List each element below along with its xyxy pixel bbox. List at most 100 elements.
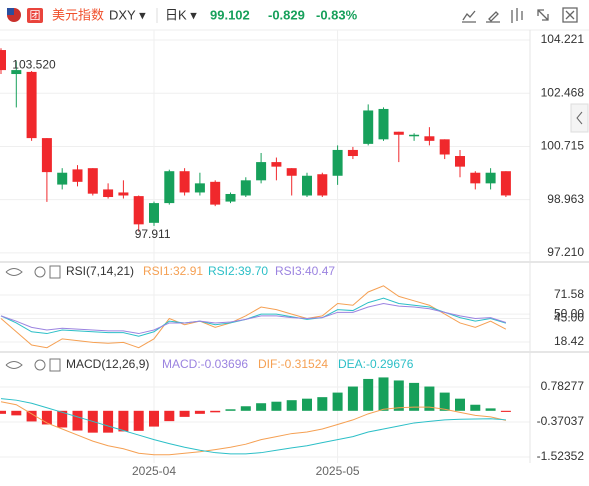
candle-body: [271, 162, 282, 167]
candle-body: [393, 131, 404, 135]
legend-entry: DEA:-0.29676: [338, 357, 414, 371]
candle-body: [347, 149, 358, 157]
macd-bar: [57, 410, 68, 428]
macd-bar: [485, 408, 496, 411]
candle-body: [485, 172, 496, 184]
macd-bar: [347, 386, 358, 411]
candle-body: [210, 181, 221, 205]
rsi-line: [0, 285, 507, 349]
grid: 104.221 102.468 100.715 98.963 97.210 71.58 50…: [0, 30, 584, 478]
rsi-icons: [5, 265, 61, 279]
candle-body: [118, 192, 129, 196]
candle-body: [439, 139, 450, 155]
candle-body: [500, 171, 511, 196]
candle-body: [57, 172, 68, 185]
macd-bar: [240, 406, 251, 411]
macd-bar: [72, 410, 83, 431]
macd-bar: [393, 380, 404, 411]
macd-bar: [424, 386, 435, 411]
macd-bar: [11, 410, 22, 416]
macd-bar: [363, 378, 374, 411]
macd-bar: [271, 401, 282, 411]
macd-line: [0, 401, 507, 456]
y-tick-label: 0.78277: [541, 379, 585, 393]
settings-icon[interactable]: [34, 266, 46, 278]
legend-entry: DIF:-0.31524: [258, 357, 328, 371]
candle-body: [133, 196, 144, 225]
candle-body: [363, 110, 374, 144]
more-icon[interactable]: [49, 358, 61, 372]
rsi-line: [0, 297, 507, 337]
side-toggle[interactable]: [570, 103, 589, 133]
macd-bar: [41, 410, 52, 425]
candle-body: [424, 136, 435, 141]
macd-bar: [439, 392, 450, 411]
y-tick-label: -0.37037: [537, 414, 585, 428]
macd-line: [0, 398, 506, 455]
y-tick-label: 71.58: [554, 287, 584, 301]
flag-icon-canton: [7, 8, 14, 15]
marks: 103.520 97.911 RSI1:32.91 RSI2:39.70 RSI3:40…: [0, 48, 511, 456]
symbol-selector[interactable]: DXY ▾: [109, 7, 146, 22]
y-tick-label: -1.52352: [537, 449, 585, 463]
macd-bar: [455, 398, 465, 411]
y-tick-label: 102.468: [541, 85, 585, 99]
fullscreen-button[interactable]: [537, 9, 549, 21]
more-icon[interactable]: [49, 265, 61, 279]
macd-bar: [26, 410, 37, 422]
macd-bar: [256, 403, 267, 411]
macd-bar: [409, 382, 420, 411]
y-tick-label: 104.221: [541, 32, 585, 46]
macd-bar: [317, 397, 328, 411]
macd-bar: [118, 410, 129, 432]
candle-body: [194, 183, 205, 193]
legend-entry: MACD:-0.03696: [162, 357, 248, 371]
candle-body: [317, 174, 328, 196]
legend-entry: RSI3:40.47: [275, 264, 335, 278]
candle-body: [225, 193, 236, 202]
x-tick-label: 2025-04: [132, 464, 176, 478]
candle-body: [103, 189, 114, 198]
y-tick-label: 45.00: [554, 311, 584, 325]
candle-body: [409, 134, 420, 137]
candle-body: [378, 108, 389, 140]
y-tick-label: 18.42: [554, 334, 584, 348]
low-label: 97.911: [135, 227, 171, 241]
candle-body: [41, 138, 52, 173]
y-tick-label: 98.963: [547, 192, 584, 206]
candle-body: [455, 156, 465, 167]
y-tick-label: 97.210: [547, 245, 584, 259]
candle-body: [149, 203, 159, 223]
candle-body: [240, 180, 251, 196]
change-pct: -0.83%: [316, 7, 358, 22]
macd-bar: [164, 410, 175, 422]
eye-icon[interactable]: [5, 268, 23, 276]
y-tick-label: 100.715: [541, 139, 585, 153]
draw-button[interactable]: [486, 11, 500, 23]
candle-body: [72, 169, 83, 182]
legend-entry: RSI2:39.70: [208, 264, 268, 278]
chart-type-button[interactable]: [511, 8, 523, 23]
macd-bar: [500, 410, 511, 412]
rsi-line: [0, 302, 507, 335]
macd-bar: [378, 377, 389, 411]
candle-body: [87, 168, 98, 194]
close-button[interactable]: [562, 7, 578, 23]
settings-icon[interactable]: [34, 359, 46, 371]
period-selector[interactable]: 日K ▾: [165, 7, 197, 22]
macd-bar: [149, 410, 159, 427]
badge: [27, 8, 43, 23]
eye-icon[interactable]: [5, 361, 23, 369]
candle-body: [179, 171, 190, 193]
macd-bar: [210, 410, 221, 413]
top-bar: 团 美元指数 DXY ▾ 日K ▾ 99.102 -0.829 -0.83%: [7, 7, 578, 23]
high-label: 103.520: [12, 57, 56, 71]
indicator-button[interactable]: [462, 10, 476, 23]
badge-text: 团: [30, 9, 41, 22]
macd-bar: [470, 404, 481, 411]
candle-body: [286, 168, 297, 176]
macd-bar: [225, 409, 236, 411]
price: 99.102: [210, 7, 250, 22]
macd-icons: [5, 358, 61, 372]
